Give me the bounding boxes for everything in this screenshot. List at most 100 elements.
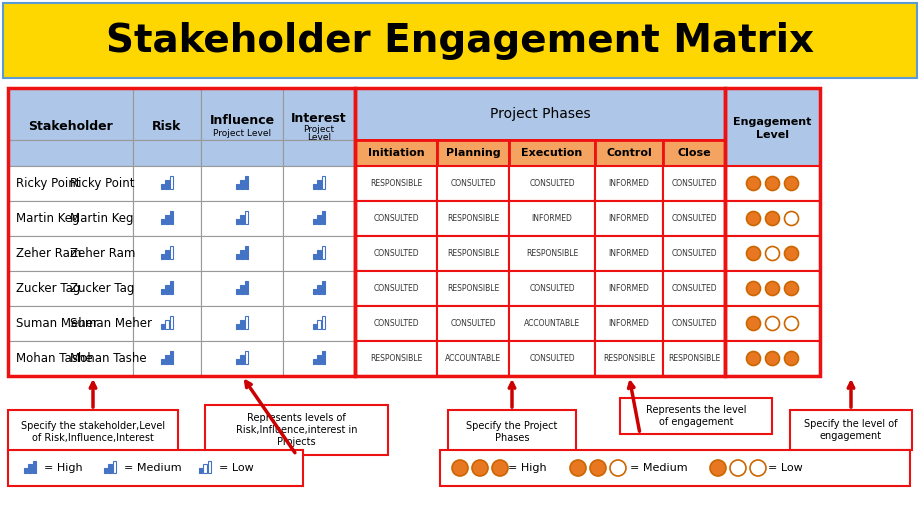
Bar <box>165 250 168 259</box>
FancyBboxPatch shape <box>283 306 355 341</box>
Circle shape <box>570 460 585 476</box>
Text: = Medium: = Medium <box>124 463 181 473</box>
FancyBboxPatch shape <box>8 201 133 236</box>
Bar <box>203 464 207 473</box>
FancyBboxPatch shape <box>200 140 283 166</box>
Text: CONSULTED: CONSULTED <box>449 179 495 188</box>
Bar <box>240 250 244 259</box>
Text: RESPONSIBLE: RESPONSIBLE <box>447 249 499 258</box>
FancyBboxPatch shape <box>619 398 771 434</box>
FancyBboxPatch shape <box>283 166 355 201</box>
Text: Risk: Risk <box>153 121 181 134</box>
Text: CONSULTED: CONSULTED <box>373 249 418 258</box>
Bar <box>322 176 325 189</box>
Circle shape <box>471 460 487 476</box>
Circle shape <box>765 212 778 225</box>
Text: Influence: Influence <box>210 114 274 126</box>
Bar <box>170 211 174 224</box>
Text: CONSULTED: CONSULTED <box>671 319 716 328</box>
Text: Level: Level <box>755 130 789 140</box>
FancyBboxPatch shape <box>200 201 283 236</box>
Bar <box>24 468 27 473</box>
FancyBboxPatch shape <box>8 341 133 376</box>
Text: Engagement: Engagement <box>732 117 811 127</box>
Text: Zucker Tag: Zucker Tag <box>71 282 135 295</box>
FancyBboxPatch shape <box>133 271 200 306</box>
Bar <box>240 355 244 364</box>
Text: Mohan Tashe: Mohan Tashe <box>71 352 147 365</box>
FancyBboxPatch shape <box>200 271 283 306</box>
FancyBboxPatch shape <box>595 166 663 201</box>
Bar <box>199 468 202 473</box>
FancyBboxPatch shape <box>355 271 437 306</box>
FancyBboxPatch shape <box>133 140 200 166</box>
FancyBboxPatch shape <box>663 201 724 236</box>
FancyBboxPatch shape <box>133 306 200 341</box>
FancyBboxPatch shape <box>355 306 437 341</box>
Circle shape <box>492 460 507 476</box>
FancyBboxPatch shape <box>448 410 575 454</box>
Bar <box>108 464 112 473</box>
Bar <box>235 253 239 259</box>
FancyBboxPatch shape <box>508 140 595 166</box>
Bar <box>244 176 248 189</box>
Bar <box>165 355 168 364</box>
FancyBboxPatch shape <box>133 166 200 201</box>
Bar <box>28 464 32 473</box>
FancyBboxPatch shape <box>437 236 508 271</box>
Bar <box>160 184 164 189</box>
FancyBboxPatch shape <box>437 306 508 341</box>
Circle shape <box>729 460 745 476</box>
Text: Mohan Tashe: Mohan Tashe <box>16 352 93 365</box>
FancyBboxPatch shape <box>355 236 437 271</box>
Text: RESPONSIBLE: RESPONSIBLE <box>447 214 499 223</box>
Circle shape <box>784 316 798 331</box>
Bar <box>165 320 168 329</box>
FancyBboxPatch shape <box>663 166 724 201</box>
Text: INFORMED: INFORMED <box>607 284 649 293</box>
Circle shape <box>609 460 625 476</box>
Bar <box>312 288 316 294</box>
Text: CONSULTED: CONSULTED <box>373 319 418 328</box>
Circle shape <box>784 176 798 190</box>
Text: RESPONSIBLE: RESPONSIBLE <box>369 179 422 188</box>
Circle shape <box>745 247 760 261</box>
Text: Execution: Execution <box>521 148 582 158</box>
Text: Specify the Project
Phases: Specify the Project Phases <box>466 421 557 443</box>
FancyBboxPatch shape <box>437 201 508 236</box>
Circle shape <box>784 351 798 365</box>
FancyBboxPatch shape <box>437 166 508 201</box>
FancyBboxPatch shape <box>663 341 724 376</box>
FancyBboxPatch shape <box>8 271 133 306</box>
Circle shape <box>745 212 760 225</box>
Text: = Medium: = Medium <box>630 463 686 473</box>
Bar <box>235 288 239 294</box>
FancyBboxPatch shape <box>355 166 437 201</box>
FancyBboxPatch shape <box>508 271 595 306</box>
FancyBboxPatch shape <box>8 236 133 271</box>
Bar <box>160 218 164 224</box>
FancyBboxPatch shape <box>205 405 388 455</box>
Text: RESPONSIBLE: RESPONSIBLE <box>602 354 654 363</box>
FancyBboxPatch shape <box>437 271 508 306</box>
Circle shape <box>749 460 766 476</box>
Text: RESPONSIBLE: RESPONSIBLE <box>369 354 422 363</box>
FancyBboxPatch shape <box>8 410 177 454</box>
Bar <box>170 176 174 189</box>
Bar <box>312 218 316 224</box>
Bar <box>165 180 168 189</box>
Text: = High: = High <box>507 463 546 473</box>
FancyBboxPatch shape <box>437 140 508 166</box>
Text: Project: Project <box>303 124 335 134</box>
FancyBboxPatch shape <box>283 140 355 166</box>
FancyBboxPatch shape <box>508 341 595 376</box>
Text: INFORMED: INFORMED <box>607 179 649 188</box>
Circle shape <box>765 247 778 261</box>
Text: Specify the level of
engagement: Specify the level of engagement <box>803 419 897 441</box>
FancyBboxPatch shape <box>355 88 724 140</box>
Bar <box>322 316 325 329</box>
Text: = High: = High <box>44 463 83 473</box>
FancyBboxPatch shape <box>724 271 819 306</box>
FancyBboxPatch shape <box>663 140 724 166</box>
FancyBboxPatch shape <box>439 450 909 486</box>
